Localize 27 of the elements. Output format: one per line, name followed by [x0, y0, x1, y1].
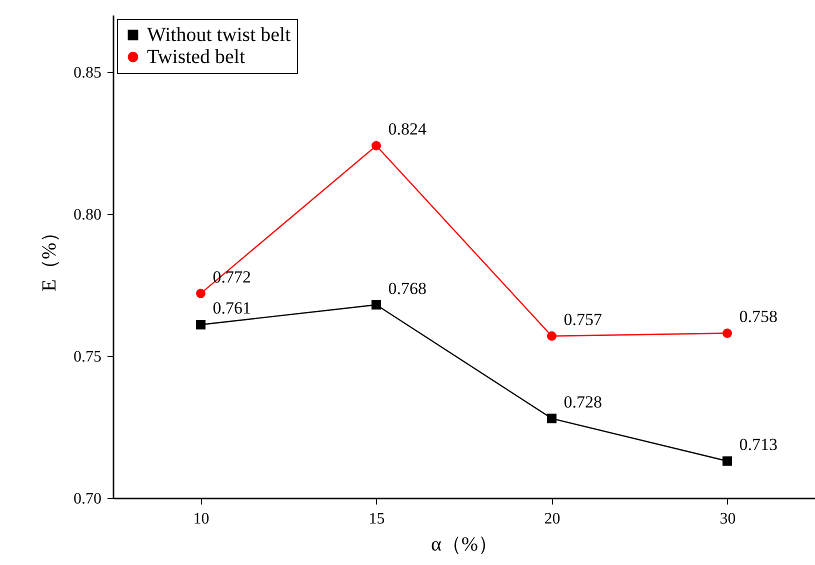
point [196, 288, 206, 298]
y-tick-label: 0.70 [74, 490, 102, 508]
y-tick-label: 0.75 [74, 348, 102, 366]
point [372, 140, 381, 150]
point [722, 456, 732, 466]
point [722, 328, 732, 338]
x-tick-label: 20 [544, 510, 560, 528]
point [547, 414, 556, 424]
legend-label: Twisted belt [147, 46, 246, 68]
legend-label: Without twist belt [147, 24, 292, 46]
data-label: 0.757 [564, 310, 602, 330]
x-tick-label: 30 [720, 510, 736, 528]
y-tick-label: 0.85 [74, 64, 102, 82]
data-label: 0.728 [564, 392, 602, 412]
y-axis-title: E（%） [38, 222, 60, 292]
x-tick-label: 10 [193, 510, 210, 528]
data-label: 0.758 [739, 307, 778, 326]
data-label: 0.713 [739, 435, 778, 454]
y-tick-label: 0.80 [74, 206, 102, 224]
point [196, 320, 206, 330]
point [372, 300, 381, 310]
x-tick-label: 15 [368, 510, 385, 528]
data-label: 0.824 [388, 120, 427, 139]
data-label: 0.761 [212, 298, 251, 318]
point [547, 331, 556, 341]
x-axis-title: α（%） [430, 534, 498, 556]
data-label: 0.768 [388, 278, 426, 298]
